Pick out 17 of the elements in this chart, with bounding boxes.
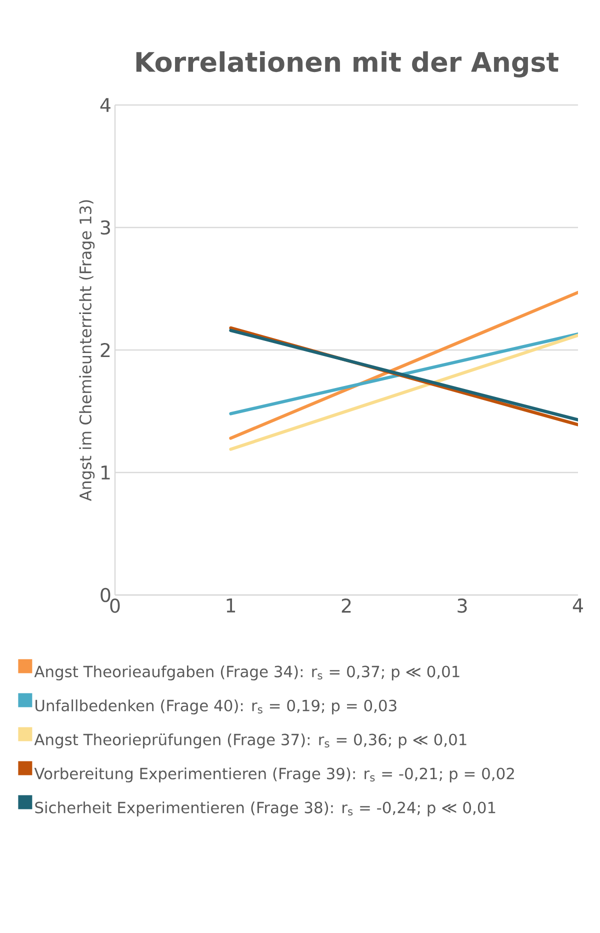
- y-tick-label: 0: [100, 588, 110, 602]
- y-tick-label: 3: [100, 220, 110, 235]
- x-tick-label: 3: [458, 598, 467, 613]
- y-tick-label: 1: [102, 466, 110, 480]
- chart-title: Korrelationen mit der Angst: [136, 51, 558, 78]
- legend-label: Vorbereitung Experimentieren (Frage 39): r$_{s}$ = -0,21; p = 0,02: [34, 767, 514, 782]
- x-tick-label: 0: [110, 598, 120, 613]
- legend-label: Angst Theorieprüfungen (Frage 37): r$_{s}$ = 0,36; p ≪ 0,01: [34, 733, 466, 748]
- x-tick-label: 4: [572, 598, 583, 612]
- legend-label: Sicherheit Experimentieren (Frage 38): r$_{s}$ = -0,24; p ≪ 0,01: [35, 801, 496, 816]
- y-tick-label: 4: [100, 98, 110, 112]
- legend-label: Angst Theorieaufgaben (Frage 34): r$_{s}$ = 0,37; p ≪ 0,01: [34, 665, 460, 680]
- y-axis-title: Angst im Chemieunterricht (Frage 13): [79, 200, 95, 502]
- x-tick-label: 1: [226, 598, 236, 612]
- y-tick-label: 2: [100, 342, 110, 358]
- x-tick-label: 2: [342, 598, 351, 613]
- legend-label: Unfallbedenken (Frage 40): r$_{s}$ = 0,19; p = 0,03: [36, 699, 396, 714]
